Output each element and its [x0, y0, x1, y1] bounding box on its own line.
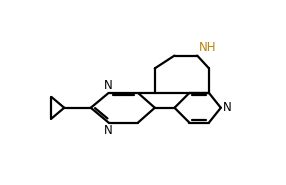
Text: N: N: [223, 101, 232, 114]
Text: N: N: [104, 79, 113, 92]
Text: NH: NH: [199, 41, 217, 54]
Text: N: N: [104, 124, 113, 137]
